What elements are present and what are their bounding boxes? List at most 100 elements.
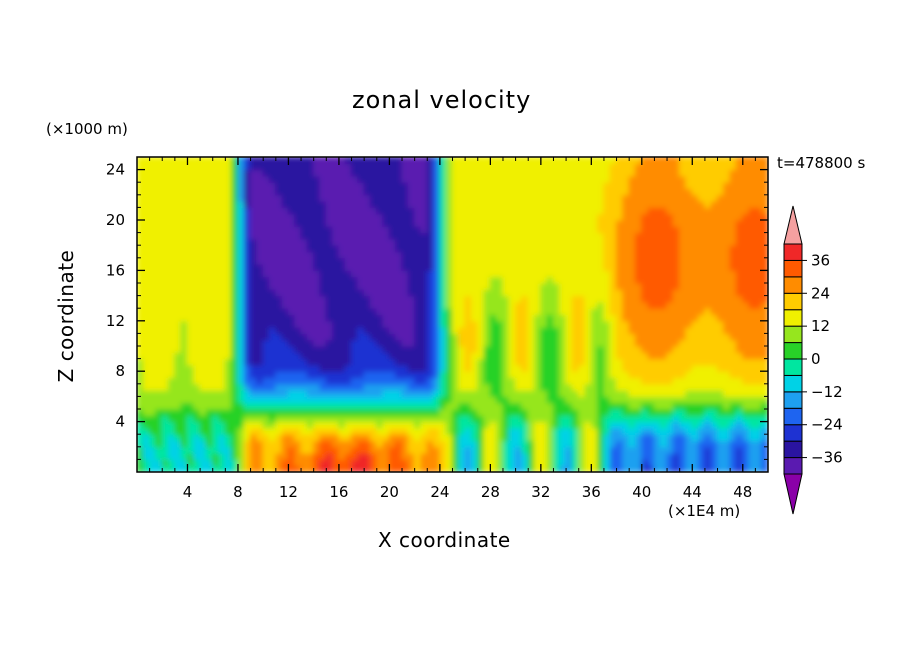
field-cell <box>609 238 618 246</box>
field-cell <box>723 376 731 385</box>
field-cell <box>761 370 768 379</box>
field-cell <box>426 213 435 221</box>
field-cell <box>723 345 731 353</box>
field-cell <box>666 257 674 265</box>
field-cell <box>369 157 378 164</box>
field-cell <box>275 332 283 341</box>
field-cell <box>521 439 529 448</box>
field-cell <box>275 351 283 360</box>
field-cell <box>369 414 378 423</box>
field-cell <box>357 351 365 360</box>
field-cell <box>193 465 201 472</box>
field-cell <box>395 439 403 448</box>
field-cell <box>161 364 170 372</box>
field-cell <box>527 439 536 448</box>
field-cell <box>483 244 491 253</box>
field-cell <box>432 200 441 208</box>
field-cell <box>199 427 208 435</box>
field-cell <box>540 187 548 196</box>
field-cell <box>597 257 605 265</box>
field-cell <box>231 307 239 316</box>
field-cell <box>603 225 611 234</box>
field-cell <box>237 175 245 183</box>
field-cell <box>149 232 157 240</box>
field-cell <box>615 288 624 297</box>
field-cell <box>603 175 611 183</box>
field-cell <box>275 238 283 246</box>
field-cell <box>174 187 182 196</box>
field-cell <box>155 157 163 164</box>
field-cell <box>451 238 460 246</box>
field-cell <box>363 288 372 297</box>
field-cell <box>445 169 454 177</box>
field-cell <box>628 263 637 271</box>
field-cell <box>268 376 277 385</box>
field-cell <box>672 452 681 460</box>
field-cell <box>167 364 176 372</box>
field-cell <box>142 313 151 322</box>
field-cell <box>515 421 523 429</box>
field-cell <box>634 307 643 316</box>
field-cell <box>502 339 510 347</box>
field-cell <box>388 395 397 404</box>
field-cell <box>445 263 454 271</box>
field-cell <box>533 295 542 303</box>
field-cell <box>249 446 258 454</box>
field-cell <box>300 244 308 253</box>
field-cell <box>628 402 637 410</box>
field-cell <box>306 194 315 202</box>
field-cell <box>224 313 233 322</box>
field-cell <box>521 187 529 196</box>
field-cell <box>464 351 473 360</box>
field-cell <box>401 169 409 177</box>
field-cell <box>344 157 353 164</box>
field-cell <box>672 408 681 416</box>
field-cell <box>174 320 182 328</box>
field-cell <box>679 263 687 271</box>
field-cell <box>748 282 756 290</box>
field-cell <box>137 276 144 284</box>
field-cell <box>243 269 252 278</box>
field-cell <box>489 213 498 221</box>
field-cell <box>754 238 763 246</box>
field-cell <box>723 200 731 208</box>
field-cell <box>306 200 315 208</box>
field-cell <box>395 257 403 265</box>
field-cell <box>231 364 239 372</box>
field-cell <box>300 395 308 404</box>
field-cell <box>193 358 201 366</box>
field-cell <box>161 458 170 467</box>
field-cell <box>521 169 529 177</box>
field-cell <box>710 257 719 265</box>
field-cell <box>521 225 529 234</box>
field-cell <box>281 301 290 309</box>
field-cell <box>287 332 296 341</box>
field-cell <box>249 465 258 472</box>
field-cell <box>723 421 731 429</box>
field-cell <box>224 408 233 416</box>
field-cell <box>155 389 163 397</box>
field-cell <box>540 320 548 328</box>
field-cell <box>672 395 681 404</box>
field-cell <box>300 288 308 297</box>
field-cell <box>742 458 750 467</box>
field-cell <box>300 465 308 472</box>
field-cell <box>641 383 649 391</box>
field-cell <box>243 187 252 196</box>
field-cell <box>300 313 308 322</box>
field-cell <box>590 427 599 435</box>
field-cell <box>300 345 308 353</box>
field-cell <box>622 376 630 385</box>
field-cell <box>666 187 674 196</box>
field-cell <box>660 383 668 391</box>
field-cell <box>533 157 542 164</box>
field-cell <box>237 364 245 372</box>
field-cell <box>571 219 580 227</box>
field-cell <box>193 206 201 215</box>
field-cell <box>432 446 441 454</box>
field-cell <box>426 345 435 353</box>
field-cell <box>521 250 529 259</box>
field-cell <box>350 452 359 460</box>
field-cell <box>388 307 397 316</box>
field-cell <box>395 364 403 372</box>
